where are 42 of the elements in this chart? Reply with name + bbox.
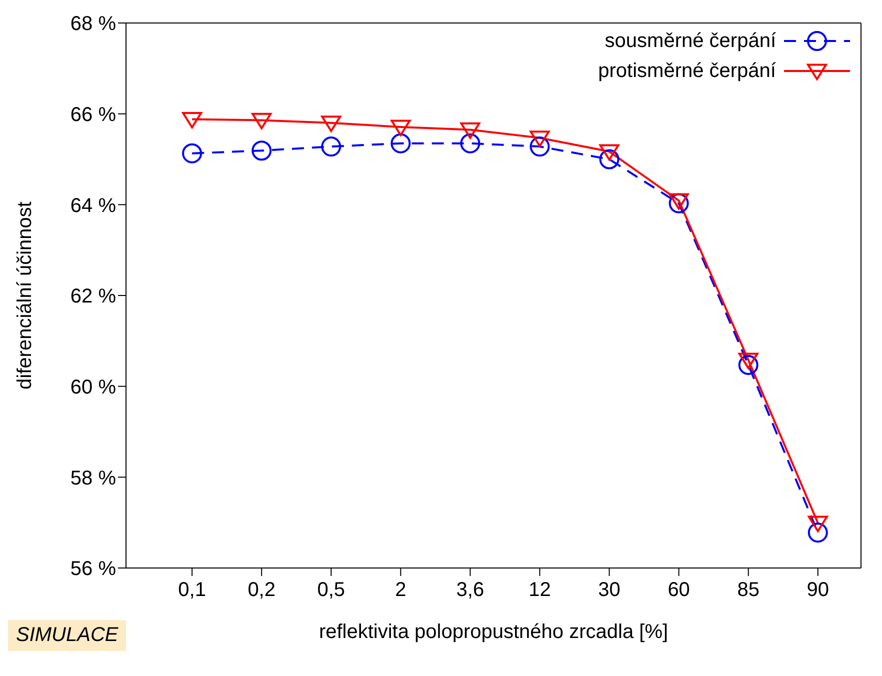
x-tick-label: 85	[737, 579, 760, 602]
point	[182, 112, 202, 128]
point	[460, 133, 480, 154]
point	[808, 522, 828, 543]
x-tick-label: 3,6	[456, 579, 484, 602]
point	[182, 143, 202, 164]
x-tick-label: 0,5	[317, 579, 346, 602]
x-tick-label: 12	[528, 579, 551, 602]
y-tick-label: 66 %	[70, 104, 116, 126]
point	[808, 516, 828, 532]
y-tick-label: 68 %	[70, 13, 116, 36]
point	[738, 352, 758, 370]
y-tick-label: 64 %	[70, 194, 116, 217]
point	[460, 122, 480, 139]
point	[252, 140, 272, 161]
legend-label: sousměrné čerpání	[604, 29, 776, 54]
y-tick-label: 60 %	[70, 376, 116, 398]
y-tick-label: 62 %	[70, 286, 116, 308]
point	[599, 144, 620, 161]
x-axis-title: reflektivita polopropustného zrcadla [%]	[318, 621, 668, 643]
x-tick-label: 0,1	[178, 579, 206, 602]
y-tick-label: 58 %	[70, 467, 116, 490]
point	[321, 116, 342, 132]
point	[530, 136, 550, 157]
point	[668, 193, 689, 214]
x-tick-label: 2	[395, 579, 406, 602]
point	[668, 193, 689, 210]
text: SIMULACE	[8, 620, 126, 651]
y-tick-label: 56 %	[70, 558, 116, 580]
x-tick-label: 0,2	[248, 579, 276, 602]
x-tick-label: 90	[806, 579, 830, 602]
x-tick-label: 60	[668, 579, 690, 602]
point	[390, 120, 411, 136]
y-axis-title: diferenciální účinnost	[14, 201, 36, 390]
point	[321, 136, 342, 157]
x-tick-label: 30	[598, 579, 620, 602]
point	[599, 149, 620, 170]
point	[738, 354, 758, 375]
point	[252, 112, 272, 130]
legend-label: protisměrné čerpání	[598, 59, 776, 84]
point	[390, 133, 411, 154]
point	[530, 130, 550, 148]
